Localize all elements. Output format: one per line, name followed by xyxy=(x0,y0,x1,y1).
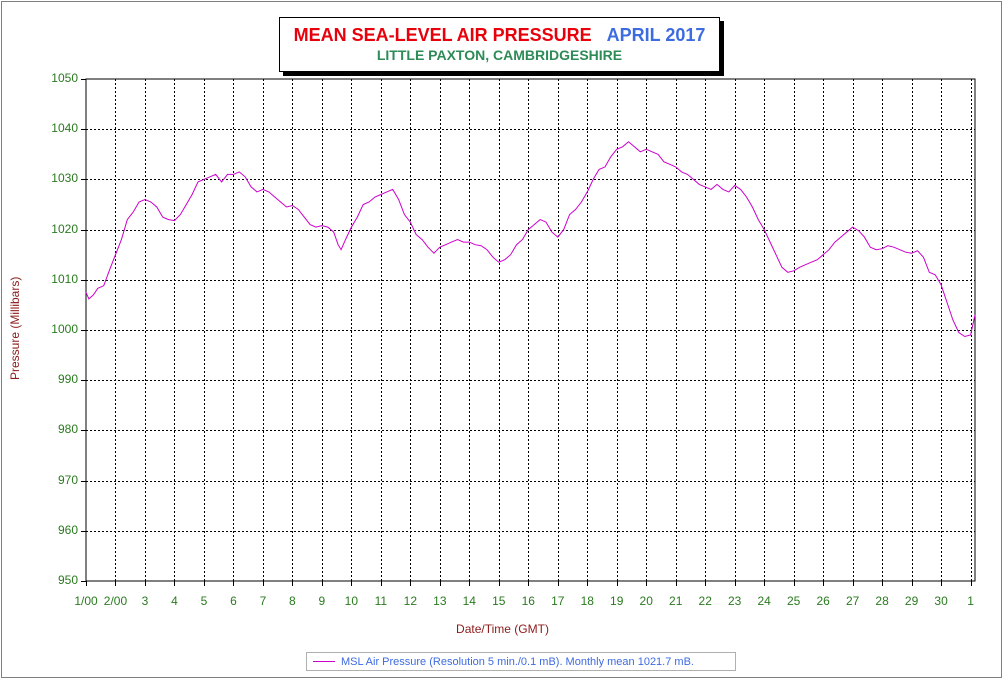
x-tick-label: 23 xyxy=(728,594,742,608)
y-tick-label: 1020 xyxy=(51,221,78,236)
y-axis-title: Pressure (Millibars) xyxy=(8,276,22,380)
x-tick-label: 4 xyxy=(171,594,178,608)
y-tick-label: 990 xyxy=(57,372,78,387)
legend-text: MSL Air Pressure (Resolution 5 min./0.1 … xyxy=(341,655,694,668)
y-tick-label: 960 xyxy=(57,522,78,537)
y-tick-label: 1030 xyxy=(51,171,78,186)
y-tick-label: 1050 xyxy=(51,71,78,85)
title-line: MEAN SEA-LEVEL AIR PRESSURE APRIL 2017 xyxy=(280,24,719,46)
y-tick-label: 1000 xyxy=(51,322,78,336)
y-tick-label: 970 xyxy=(57,472,78,487)
x-tick-label: 29 xyxy=(904,594,919,608)
axis-ticks xyxy=(81,79,972,586)
x-tick-label: 13 xyxy=(433,594,447,608)
x-tick-label: 18 xyxy=(580,594,594,608)
chart-title-box: MEAN SEA-LEVEL AIR PRESSURE APRIL 2017 L… xyxy=(279,17,720,72)
x-tick-label: 20 xyxy=(639,594,653,608)
x-tick-label: 16 xyxy=(521,594,535,608)
chart-location: LITTLE PAXTON, CAMBRIDGESHIRE xyxy=(376,47,623,63)
x-tick-label: 28 xyxy=(875,594,889,608)
x-tick-label: 30 xyxy=(934,594,948,608)
y-tick-label: 1010 xyxy=(51,271,78,286)
legend: MSL Air Pressure (Resolution 5 min./0.1 … xyxy=(306,652,736,671)
x-tick-label: 12 xyxy=(403,594,418,608)
x-tick-label: 27 xyxy=(845,594,860,608)
x-tick-label: 19 xyxy=(610,594,624,608)
x-tick-label: 14 xyxy=(462,594,476,608)
y-tick-label: 980 xyxy=(57,422,78,437)
pressure-series-line xyxy=(85,141,976,338)
x-tick-label: 26 xyxy=(816,594,830,608)
x-tick-label: 6 xyxy=(230,594,237,608)
x-tick-label: 1/00 xyxy=(74,594,98,608)
x-tick-label: 9 xyxy=(318,594,326,608)
x-tick-label: 21 xyxy=(669,594,683,608)
x-tick-label: 8 xyxy=(289,594,296,608)
grid-lines xyxy=(86,79,975,581)
x-tick-label: 2/00 xyxy=(103,594,128,608)
x-axis-title: Date/Time (GMT) xyxy=(456,622,549,636)
x-tick-label: 25 xyxy=(786,594,801,608)
x-tick-label: 11 xyxy=(374,594,388,608)
y-tick-label: 950 xyxy=(57,573,78,587)
x-tick-label: 5 xyxy=(200,594,208,608)
chart-title: MEAN SEA-LEVEL AIR PRESSURE xyxy=(293,25,592,45)
x-tick-label: 3 xyxy=(141,594,149,608)
x-tick-label: 1 xyxy=(967,594,974,608)
x-tick-label: 15 xyxy=(492,594,506,608)
y-tick-label: 1040 xyxy=(51,121,78,136)
x-tick-label: 17 xyxy=(551,594,565,608)
x-tick-label: 22 xyxy=(698,594,712,608)
chart-month: APRIL 2017 xyxy=(606,25,706,45)
legend-line-swatch xyxy=(313,661,335,662)
x-tick-label: 24 xyxy=(757,594,771,608)
x-tick-label: 10 xyxy=(344,594,359,608)
x-tick-label: 7 xyxy=(259,594,267,608)
